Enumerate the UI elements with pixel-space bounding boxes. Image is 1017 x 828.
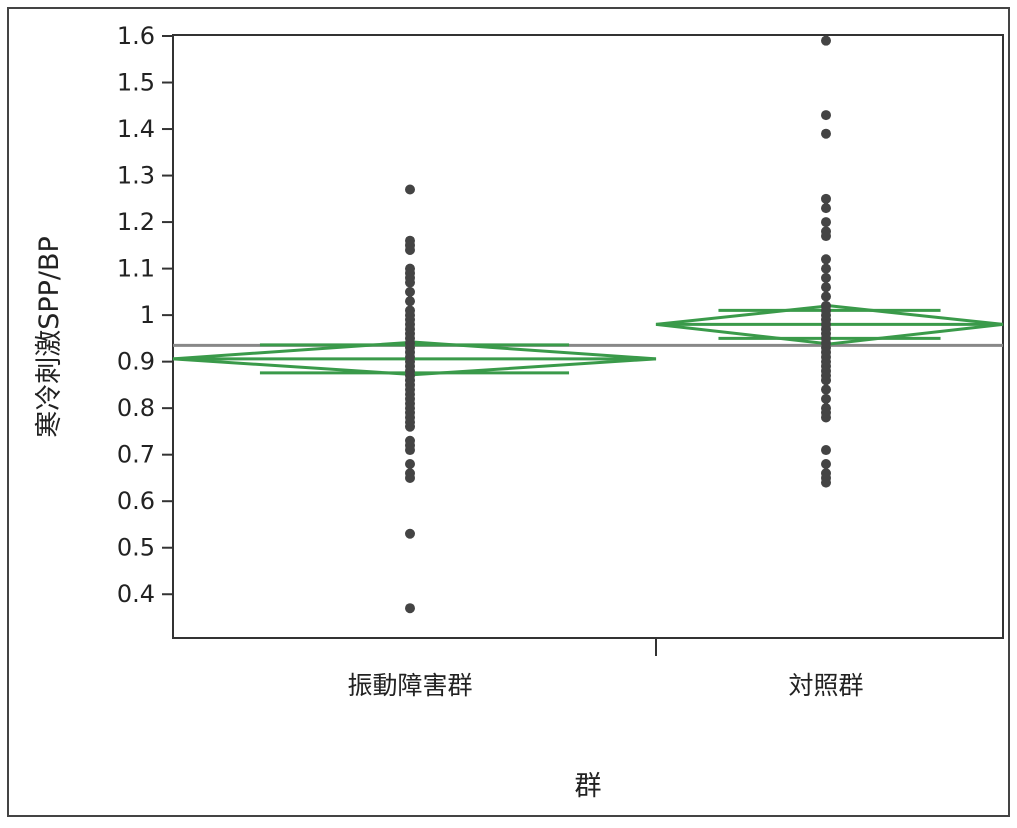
data-point xyxy=(821,412,831,423)
data-point xyxy=(821,203,831,214)
data-point xyxy=(821,458,831,469)
data-point xyxy=(405,184,415,195)
data-point xyxy=(821,291,831,302)
data-point xyxy=(405,277,415,288)
diamond-layer xyxy=(172,304,1004,377)
y-tick-label: 1.4 xyxy=(117,115,155,143)
y-tick-label: 0.4 xyxy=(117,580,155,608)
x-category-label: 対照群 xyxy=(788,671,863,700)
plot-area xyxy=(172,34,1004,639)
data-point xyxy=(821,477,831,488)
data-point xyxy=(821,393,831,404)
data-point xyxy=(405,458,415,469)
data-point xyxy=(821,384,831,395)
data-point xyxy=(405,528,415,539)
data-point xyxy=(405,244,415,255)
data-point xyxy=(821,193,831,204)
data-point xyxy=(821,445,831,456)
x-category-label: 振動障害群 xyxy=(347,671,472,700)
y-tick-label: 0.7 xyxy=(117,441,155,469)
y-axis: 1.6 1.5 1.4 1.3 1.2 1.1 1 0.9 0.8 0.7 0.6 0.5 0.4 xyxy=(117,22,173,608)
y-tick-label: 1.3 xyxy=(117,162,155,190)
data-point xyxy=(821,254,831,265)
y-tick-label: 0.8 xyxy=(117,394,155,422)
x-axis: 振動障害群 対照群 xyxy=(347,638,864,700)
x-axis-title: 群 xyxy=(575,771,602,802)
data-point xyxy=(821,35,831,46)
data-point xyxy=(821,282,831,293)
data-point xyxy=(405,296,415,307)
data-point xyxy=(821,110,831,121)
y-tick-label: 1 xyxy=(140,301,155,329)
data-point xyxy=(405,603,415,614)
data-point xyxy=(821,263,831,274)
data-point xyxy=(821,217,831,228)
data-point xyxy=(405,472,415,483)
y-tick-label: 0.6 xyxy=(117,487,155,515)
data-point xyxy=(405,421,415,432)
data-point xyxy=(405,445,415,456)
points-layer xyxy=(405,35,831,614)
y-tick-label: 1.1 xyxy=(117,255,155,283)
data-point xyxy=(821,128,831,139)
y-tick-label: 1.5 xyxy=(117,69,155,97)
data-point xyxy=(821,272,831,283)
y-tick-label: 0.5 xyxy=(117,534,155,562)
data-point xyxy=(405,286,415,297)
y-tick-label: 0.9 xyxy=(117,348,155,376)
outer-border xyxy=(7,7,1010,817)
y-tick-label: 1.6 xyxy=(117,22,155,50)
y-axis-title: 寒冷刺激SPP/BP xyxy=(34,236,65,438)
y-tick-label: 1.2 xyxy=(117,208,155,236)
data-point xyxy=(821,231,831,242)
data-point xyxy=(821,375,831,386)
